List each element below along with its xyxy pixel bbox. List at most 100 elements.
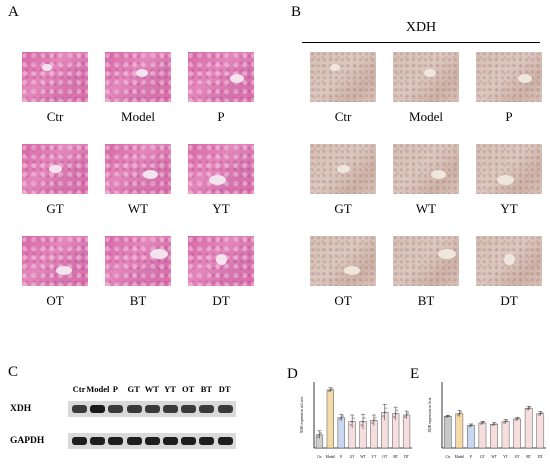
bar-bt — [524, 408, 533, 449]
blot-band-xdh-model — [90, 405, 106, 413]
dot-ctr-2 — [319, 431, 322, 434]
panel-letter-c: C — [8, 364, 19, 380]
ihc-tile-gt — [310, 144, 376, 194]
ihc-vein-gt — [337, 165, 350, 173]
he-label-bt: BT — [129, 293, 147, 308]
blot-lane-label-wt: WT — [144, 384, 159, 394]
dot-dt-1 — [405, 414, 408, 416]
dot-gt-1 — [351, 420, 354, 423]
dot-bt-0 — [393, 416, 396, 418]
dot-gt-0 — [349, 423, 352, 426]
ihc-vein-p — [518, 74, 532, 83]
bar-dt — [402, 414, 411, 449]
dot-p-1 — [340, 416, 343, 419]
ihc-vein-ctr — [330, 64, 340, 71]
he-tile-gt — [22, 144, 88, 194]
dot-ot-0 — [382, 415, 385, 418]
ihc-label-ctr: Ctr — [334, 109, 352, 124]
blot-band-xdh-wt — [144, 405, 160, 413]
x-tick-p: P — [340, 455, 342, 459]
blot-lane-label-bt: BT — [200, 384, 213, 394]
he-tile-ctr — [22, 52, 88, 102]
dot-p-2 — [341, 415, 344, 418]
panel-b-title: XDH — [405, 20, 437, 35]
dot-bt-1 — [394, 412, 397, 415]
he-label-model: Model — [121, 109, 155, 124]
blot-row-label-xdh: XDH — [10, 404, 32, 414]
bar-ot — [513, 418, 521, 449]
x-tick-dt: DT — [538, 455, 544, 459]
bar-wt — [490, 423, 498, 449]
ihc-tile-p — [476, 52, 542, 102]
x-tick-ot: OT — [382, 455, 388, 459]
dot-yt-0 — [371, 421, 374, 424]
blot-band-gapdh-bt — [199, 437, 215, 445]
dot-gt-0 — [479, 422, 482, 425]
dot-ot-0 — [514, 418, 517, 421]
blot-band-xdh-p — [108, 405, 124, 413]
he-tile-dt — [188, 236, 254, 286]
blot-lane-label-dt: DT — [218, 384, 231, 394]
y-axis-label: XDH expression in Liver — [300, 396, 304, 433]
xdh-title-rule — [302, 42, 540, 43]
x-tick-gt: GT — [350, 455, 356, 459]
dot-dt-2 — [407, 412, 410, 414]
ihc-vein-yt — [497, 175, 514, 185]
blot-band-gapdh-model — [90, 437, 106, 445]
ihc-label-p: P — [505, 109, 513, 124]
dot-gt-2 — [482, 421, 485, 424]
he-vein-ctr — [42, 64, 52, 71]
dot-p-1 — [469, 424, 472, 427]
blot-band-gapdh-ot — [181, 437, 197, 445]
blot-lane-label-model: Model — [86, 384, 110, 394]
dot-ctr-0 — [316, 435, 319, 438]
blot-band-xdh-gt — [126, 405, 142, 413]
y-axis-label: XDH expression in liver — [428, 397, 432, 433]
blot-lane-label-ctr: Ctr — [72, 384, 86, 394]
dot-wt-1 — [493, 423, 495, 426]
blot-lane-label-yt: YT — [164, 384, 176, 394]
blot-band-xdh-ctr — [72, 405, 87, 413]
dot-model-2 — [330, 387, 333, 390]
ihc-label-gt: GT — [334, 201, 352, 216]
panel-letter-b: B — [291, 4, 302, 20]
bar-dt — [536, 413, 545, 449]
blot-band-xdh-yt — [163, 405, 178, 413]
he-vein-yt — [209, 175, 226, 185]
x-tick-ctr: Ctr — [317, 455, 322, 459]
dot-ot-1 — [383, 411, 386, 414]
blot-row-label-gapdh: GAPDH — [10, 436, 45, 446]
ihc-tile-bt — [393, 236, 459, 286]
ihc-tile-yt — [476, 144, 542, 194]
dot-model-2 — [459, 411, 462, 414]
x-tick-bt: BT — [526, 455, 531, 459]
he-vein-bt — [150, 249, 168, 259]
dot-dt-1 — [539, 412, 542, 415]
ihc-vein-model — [424, 69, 436, 77]
ihc-tile-wt — [393, 144, 459, 194]
dot-ctr-1 — [318, 433, 321, 436]
ihc-vein-ot — [344, 266, 360, 275]
ihc-label-yt: YT — [500, 201, 518, 216]
dot-p-0 — [338, 418, 341, 421]
dot-dt-2 — [540, 411, 543, 414]
ihc-tile-dt — [476, 236, 542, 286]
dot-ot-2 — [517, 417, 520, 420]
dot-bt-2 — [529, 406, 532, 409]
x-tick-bt: BT — [393, 455, 398, 459]
dot-model-0 — [456, 414, 459, 417]
blot-lane-label-gt: GT — [127, 384, 140, 394]
blot-band-gapdh-p — [108, 437, 124, 445]
dot-wt-2 — [363, 416, 366, 419]
he-tile-p — [188, 52, 254, 102]
he-vein-gt — [49, 165, 62, 173]
he-tile-bt — [105, 236, 171, 286]
dot-bt-2 — [396, 409, 399, 412]
dot-model-0 — [327, 390, 330, 392]
dot-ctr-2 — [448, 414, 451, 417]
dot-model-1 — [458, 412, 461, 415]
panel-letter-e: E — [410, 366, 420, 382]
blot-lane-label-p: P — [112, 384, 118, 394]
blot-band-xdh-bt — [199, 405, 215, 413]
ihc-label-model: Model — [409, 109, 443, 124]
